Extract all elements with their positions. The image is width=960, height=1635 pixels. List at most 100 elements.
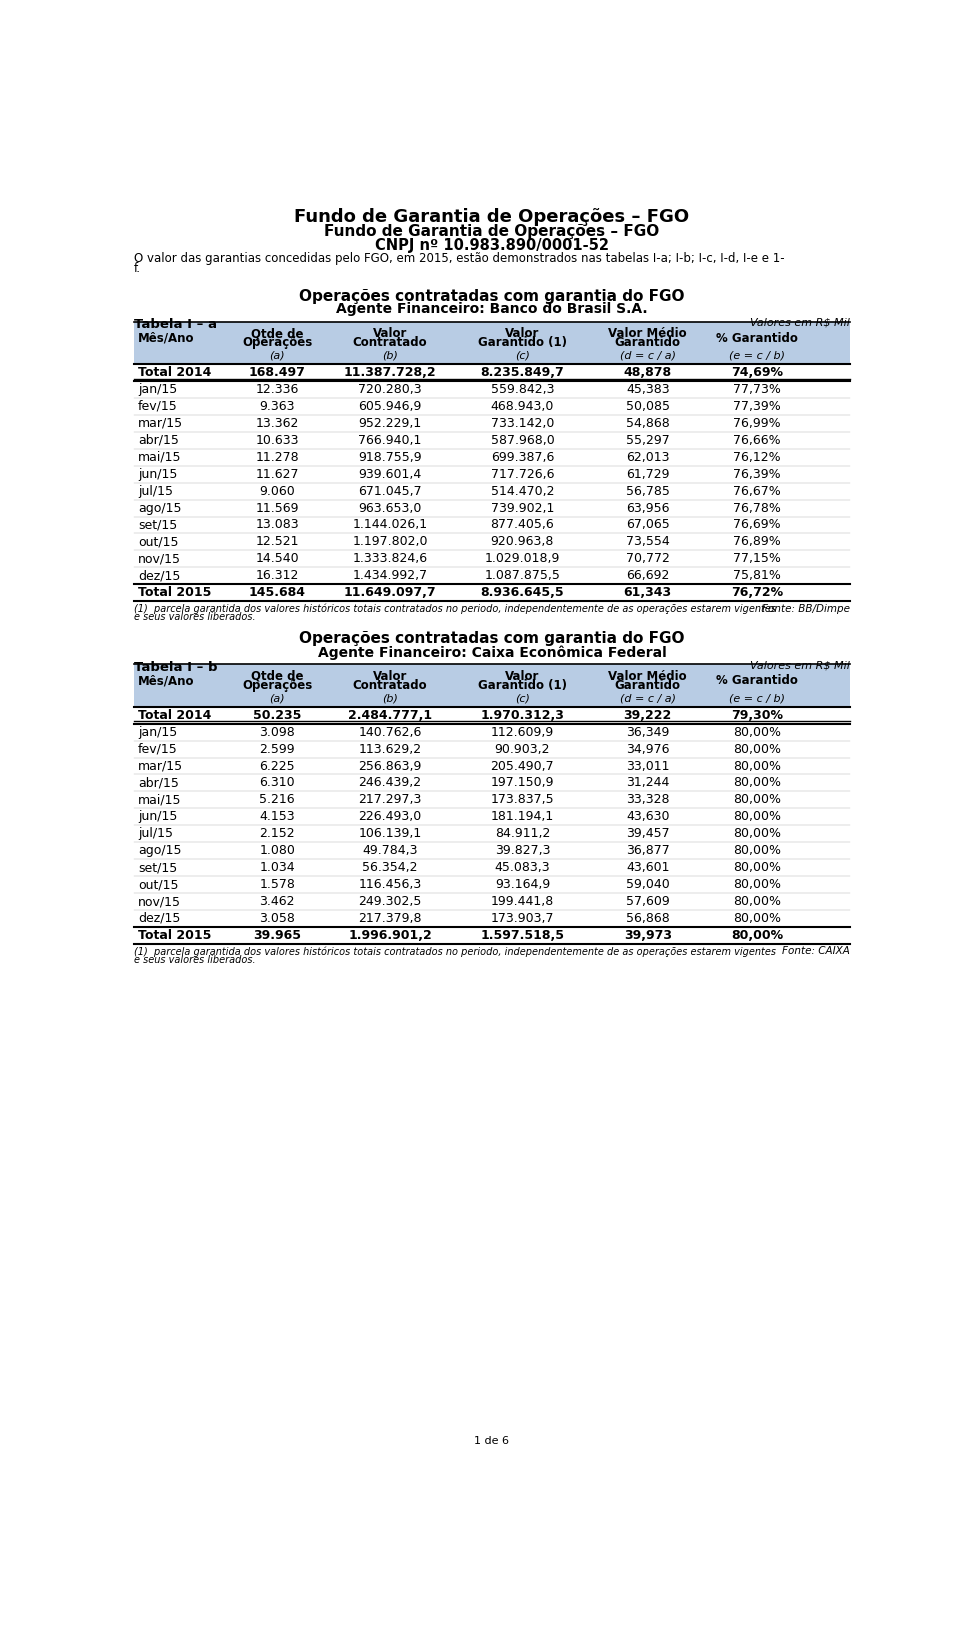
Text: 1.578: 1.578: [259, 878, 295, 891]
Text: 39.965: 39.965: [253, 929, 301, 942]
Text: (1)  parcela garantida dos valores históricos totais contratados no periodo, ind: (1) parcela garantida dos valores histór…: [134, 603, 776, 615]
Text: (a): (a): [270, 693, 285, 703]
Text: 6.310: 6.310: [259, 777, 295, 790]
Text: Contratado: Contratado: [352, 679, 427, 692]
Text: 76,99%: 76,99%: [733, 417, 780, 430]
Text: Agente Financeiro: Banco do Brasil S.A.: Agente Financeiro: Banco do Brasil S.A.: [336, 302, 648, 317]
Text: Garantido (1): Garantido (1): [478, 337, 567, 350]
Text: 50,085: 50,085: [626, 401, 670, 414]
Text: jan/15: jan/15: [138, 383, 177, 396]
Text: 514.470,2: 514.470,2: [491, 484, 554, 497]
Text: 952.229,1: 952.229,1: [358, 417, 421, 430]
Text: 57,609: 57,609: [626, 894, 670, 907]
Text: 3.098: 3.098: [259, 726, 295, 739]
Text: % Garantido: % Garantido: [716, 332, 798, 345]
Text: 918.755,9: 918.755,9: [358, 451, 421, 464]
FancyBboxPatch shape: [134, 322, 850, 365]
Text: 1 de 6: 1 de 6: [474, 1436, 510, 1445]
Text: 116.456,3: 116.456,3: [358, 878, 421, 891]
Text: 587.968,0: 587.968,0: [491, 433, 554, 446]
Text: 61,729: 61,729: [626, 468, 669, 481]
Text: 39,222: 39,222: [624, 708, 672, 721]
Text: 16.312: 16.312: [255, 569, 299, 582]
Text: jan/15: jan/15: [138, 726, 177, 739]
Text: 9.060: 9.060: [259, 484, 295, 497]
Text: 1.029.018,9: 1.029.018,9: [485, 553, 560, 566]
Text: % Garantido: % Garantido: [716, 674, 798, 687]
Text: mai/15: mai/15: [138, 793, 181, 806]
Text: 50.235: 50.235: [253, 708, 301, 721]
Text: 559.842,3: 559.842,3: [491, 383, 554, 396]
Text: 140.762,6: 140.762,6: [358, 726, 421, 739]
Text: Valor: Valor: [372, 670, 407, 683]
Text: 717.726,6: 717.726,6: [491, 468, 554, 481]
Text: 80,00%: 80,00%: [732, 912, 780, 925]
Text: (d = c / a): (d = c / a): [620, 352, 676, 361]
Text: nov/15: nov/15: [138, 553, 180, 566]
Text: Valor Médio: Valor Médio: [609, 327, 687, 340]
Text: Garantido: Garantido: [614, 337, 681, 350]
Text: 90.903,2: 90.903,2: [494, 742, 550, 755]
Text: Total 2015: Total 2015: [138, 929, 211, 942]
Text: e seus valores liberados.: e seus valores liberados.: [134, 955, 255, 965]
Text: 106.139,1: 106.139,1: [358, 827, 421, 840]
Text: nov/15: nov/15: [138, 894, 180, 907]
Text: 939.601,4: 939.601,4: [358, 468, 421, 481]
Text: ago/15: ago/15: [138, 844, 181, 857]
Text: Fundo de Garantia de Operações – FGO: Fundo de Garantia de Operações – FGO: [295, 208, 689, 226]
Text: 1.970.312,3: 1.970.312,3: [481, 708, 564, 721]
Text: 70,772: 70,772: [626, 553, 670, 566]
Text: 9.363: 9.363: [259, 401, 295, 414]
Text: 76,39%: 76,39%: [733, 468, 780, 481]
Text: mar/15: mar/15: [138, 760, 183, 772]
Text: 246.439,2: 246.439,2: [358, 777, 421, 790]
Text: 6.225: 6.225: [259, 760, 295, 772]
Text: 77,73%: 77,73%: [733, 383, 780, 396]
Text: 217.297,3: 217.297,3: [358, 793, 421, 806]
Text: 113.629,2: 113.629,2: [358, 742, 421, 755]
Text: 249.302,5: 249.302,5: [358, 894, 421, 907]
Text: 45.083,3: 45.083,3: [494, 862, 550, 875]
Text: 76,78%: 76,78%: [733, 502, 780, 515]
Text: 80,00%: 80,00%: [732, 777, 780, 790]
Text: 173.837,5: 173.837,5: [491, 793, 554, 806]
Text: jul/15: jul/15: [138, 827, 173, 840]
Text: f.: f.: [134, 263, 141, 275]
Text: 11.627: 11.627: [255, 468, 299, 481]
Text: dez/15: dez/15: [138, 569, 180, 582]
Text: 80,00%: 80,00%: [732, 894, 780, 907]
FancyBboxPatch shape: [134, 664, 850, 706]
Text: set/15: set/15: [138, 862, 177, 875]
Text: 205.490,7: 205.490,7: [491, 760, 554, 772]
Text: 80,00%: 80,00%: [732, 793, 780, 806]
Text: 76,67%: 76,67%: [733, 484, 780, 497]
Text: 766.940,1: 766.940,1: [358, 433, 421, 446]
Text: abr/15: abr/15: [138, 433, 179, 446]
Text: 75,81%: 75,81%: [733, 569, 780, 582]
Text: 11.278: 11.278: [255, 451, 299, 464]
Text: ago/15: ago/15: [138, 502, 181, 515]
Text: e seus valores liberados.: e seus valores liberados.: [134, 611, 255, 621]
Text: 733.142,0: 733.142,0: [491, 417, 554, 430]
Text: (a): (a): [270, 352, 285, 361]
Text: 10.633: 10.633: [255, 433, 299, 446]
Text: 468.943,0: 468.943,0: [491, 401, 554, 414]
Text: 1.087.875,5: 1.087.875,5: [485, 569, 561, 582]
Text: 61,343: 61,343: [624, 587, 672, 600]
Text: 168.497: 168.497: [249, 366, 305, 379]
Text: jun/15: jun/15: [138, 811, 178, 824]
Text: 14.540: 14.540: [255, 553, 299, 566]
Text: CNPJ nº 10.983.890/0001-52: CNPJ nº 10.983.890/0001-52: [375, 237, 609, 253]
Text: Operações contratadas com garantia do FGO: Operações contratadas com garantia do FG…: [300, 631, 684, 646]
Text: 34,976: 34,976: [626, 742, 669, 755]
Text: 2.484.777,1: 2.484.777,1: [348, 708, 432, 721]
Text: 48,878: 48,878: [624, 366, 672, 379]
Text: (e = c / b): (e = c / b): [729, 693, 785, 703]
Text: 13.083: 13.083: [255, 518, 299, 531]
Text: 43,630: 43,630: [626, 811, 669, 824]
Text: (1)  parcela garantida dos valores históricos totais contratados no periodo, ind: (1) parcela garantida dos valores histór…: [134, 947, 776, 956]
Text: 79,30%: 79,30%: [731, 708, 783, 721]
Text: 1.333.824,6: 1.333.824,6: [352, 553, 427, 566]
Text: Valor: Valor: [505, 327, 540, 340]
Text: 31,244: 31,244: [626, 777, 669, 790]
